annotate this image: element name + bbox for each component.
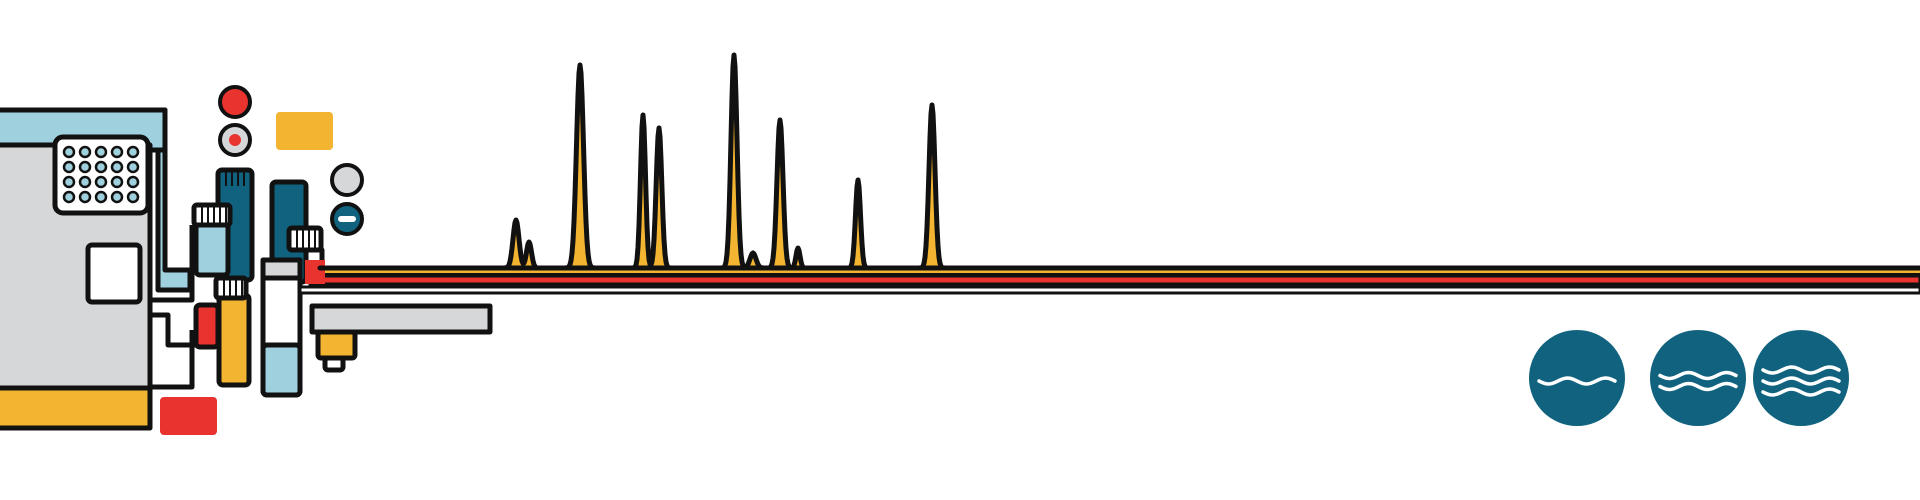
target-center-icon: [229, 134, 241, 146]
wave-two-icon: [1650, 330, 1746, 426]
well-icon: [126, 190, 140, 204]
well-icon: [62, 175, 76, 189]
chromatogram-peaks-icon: [317, 52, 1920, 271]
vial-cap-icon: [286, 225, 324, 253]
well-icon: [78, 175, 92, 189]
wave-one-icon: [1529, 330, 1625, 426]
minus-icon: [338, 216, 356, 222]
well-icon: [78, 145, 92, 159]
flow-lines: [298, 260, 1920, 295]
well-icon: [78, 190, 92, 204]
red-dot-icon: [218, 85, 252, 119]
well-icon: [94, 145, 108, 159]
well-icon: [126, 175, 140, 189]
well-icon: [94, 190, 108, 204]
well-icon: [126, 160, 140, 174]
well-icon: [110, 160, 124, 174]
well-icon: [62, 160, 76, 174]
red-plate-icon: [160, 397, 217, 435]
well-icon: [110, 145, 124, 159]
well-icon: [110, 175, 124, 189]
grey-dot-icon: [330, 163, 364, 197]
injector-arm-icon: [309, 303, 493, 335]
yellow-vial-icon: [216, 292, 252, 388]
well-icon: [62, 190, 76, 204]
wave-three-icon: [1753, 330, 1849, 426]
well-icon: [94, 175, 108, 189]
well-icon: [110, 190, 124, 204]
well-icon: [94, 160, 108, 174]
well-icon: [78, 160, 92, 174]
yellow-plate-icon: [276, 112, 333, 150]
well-icon: [126, 145, 140, 159]
vial-cap-icon: [191, 202, 233, 228]
red-vial-icon: [193, 302, 221, 350]
well-icon: [62, 145, 76, 159]
